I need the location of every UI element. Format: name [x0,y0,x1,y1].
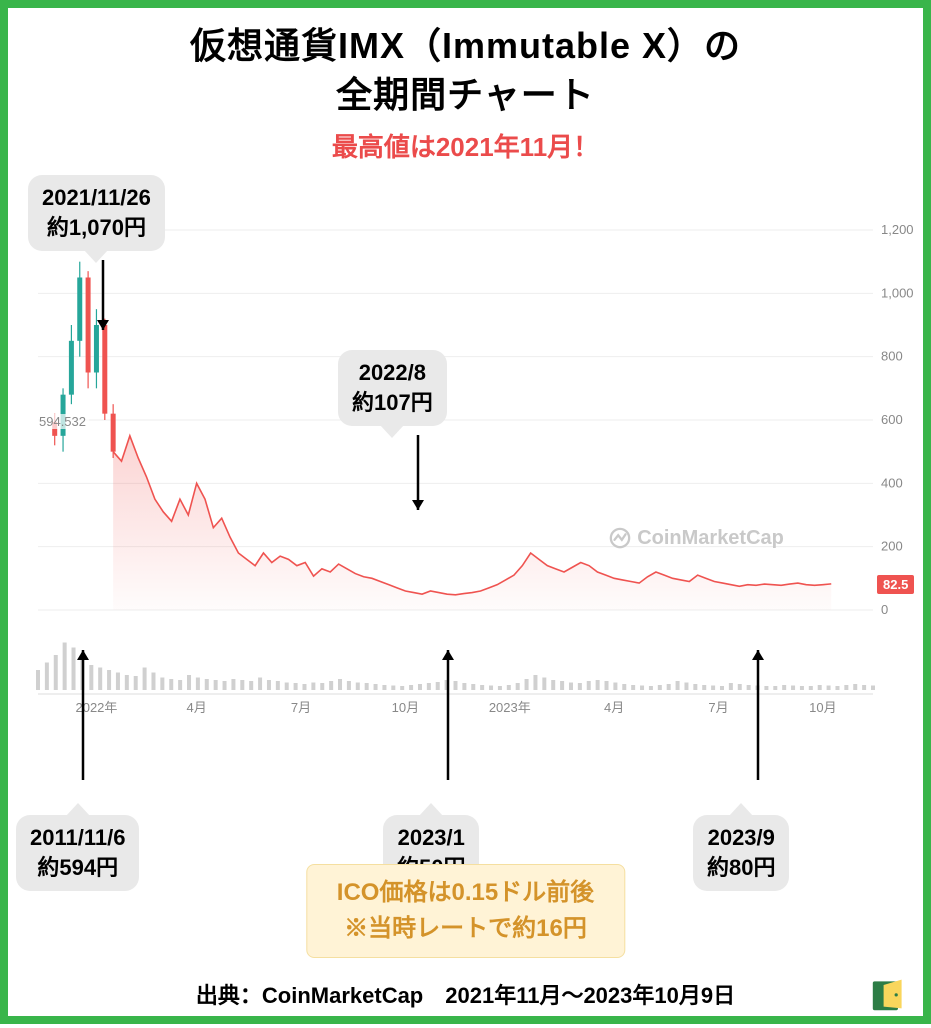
callout-line: 2011/11/6 [30,823,125,853]
svg-text:7月: 7月 [291,700,311,715]
callout-c-mid: 2022/8約107円 [338,350,447,425]
page-title: 仮想通貨IMX（Immutable X）の全期間チャート [8,8,923,125]
coinmarketcap-watermark: CoinMarketCap [609,527,784,550]
callout-line: 約107円 [352,388,433,418]
callout-line: 2021/11/26 [42,183,151,213]
svg-text:2022年: 2022年 [75,700,117,715]
svg-text:400: 400 [881,476,903,491]
svg-text:600: 600 [881,412,903,427]
callout-line: 2022/8 [352,358,433,388]
callout-c-start: 2011/11/6約594円 [16,815,139,890]
callout-line: 約594円 [30,853,125,883]
svg-text:2023年: 2023年 [489,700,531,715]
series-start-label: 594.532 [36,414,89,429]
svg-text:1,000: 1,000 [881,286,913,301]
content-area: 0 200 400 600 800 1,000 1,200 2022年 4月 7月 10月 2023… [8,170,923,1028]
subtitle: 最高値は2021年11月！ [8,125,923,170]
svg-text:10月: 10月 [809,700,836,715]
svg-text:4月: 4月 [187,700,207,715]
svg-text:0: 0 [881,602,888,617]
callout-line: 2023/9 [707,823,775,853]
callout-c-sep: 2023/9約80円 [693,815,789,890]
ico-line-1: ICO価格は0.15ドル前後 [337,875,594,911]
svg-text:10月: 10月 [392,700,419,715]
svg-text:4月: 4月 [604,700,624,715]
svg-text:200: 200 [881,539,903,554]
ico-line-2: ※当時レートで約16円 [337,911,594,947]
current-price-tag: 82.5 [877,575,914,594]
svg-text:7月: 7月 [708,700,728,715]
callout-c-peak: 2021/11/26約1,070円 [28,175,165,250]
callout-line: 2023/1 [397,823,465,853]
price-chart: 0 200 400 600 800 1,000 1,200 2022年 4月 7月 10月 2023… [18,220,913,720]
svg-text:1,200: 1,200 [881,222,913,237]
brand-logo-icon [871,976,907,1012]
infographic-frame: 仮想通貨IMX（Immutable X）の全期間チャート 最高値は2021年11… [0,0,931,1024]
chart-container: 0 200 400 600 800 1,000 1,200 2022年 4月 7月 10月 2023… [18,220,913,720]
watermark-text: CoinMarketCap [637,527,784,550]
callout-line: 約80円 [707,853,775,883]
callout-line: 約1,070円 [42,213,151,243]
svg-text:800: 800 [881,349,903,364]
source-line: 出典：CoinMarketCap 2021年11月～2023年10月9日 [8,978,923,1010]
ico-price-note: ICO価格は0.15ドル前後 ※当時レートで約16円 [306,864,625,958]
